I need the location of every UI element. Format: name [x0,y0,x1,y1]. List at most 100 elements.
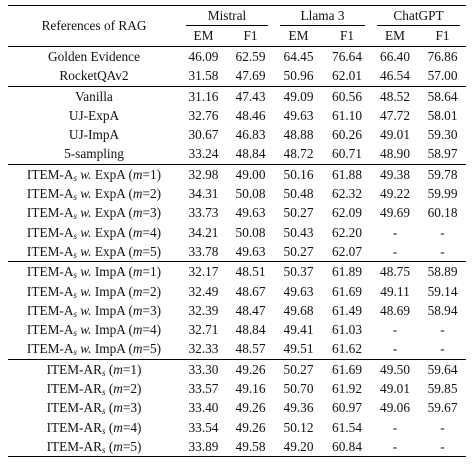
label-subscript: s [73,289,77,300]
label-m: m [132,205,143,221]
label-with: w. [80,302,92,318]
table-cell: 32.39 [188,302,219,318]
label-with: w. [80,224,92,240]
table-cell: 33.57 [188,381,219,397]
header-row-metrics: EM F1 EM F1 EM F1 [8,26,467,47]
table-cell: 59.99 [427,186,458,202]
label-tail: ImpA ( [94,283,133,299]
label-base: ITEM-AR [46,381,102,397]
label-base: ITEM-AR [46,419,102,435]
table-cell: 49.63 [283,107,314,123]
model-header-mistral: Mistral [180,5,275,26]
label-base: ITEM-A [26,283,74,299]
table-row: ITEM-As w. ImpA (m=5) 32.33 48.57 49.51 61.6… [8,339,466,359]
table-cell: 33.73 [188,205,219,221]
table-cell: 62.59 [235,49,266,64]
table-cell: 34.31 [188,186,219,202]
label-tail: ExpA ( [94,205,133,221]
table-cell: 50.96 [283,68,314,84]
label-m: m [113,361,123,377]
metric-header: EM [371,26,420,47]
table-cell: 59.78 [419,163,467,185]
table-cell: 76.86 [427,49,458,64]
table-cell: - [392,322,398,338]
table-cell: 47.69 [235,68,266,84]
table-cell: 49.63 [235,243,266,259]
table-cell: 48.52 [371,85,420,106]
table-cell: 64.45 [283,49,314,64]
row-label: ITEM-As w. ExpA (m=1) [8,163,180,185]
table-cell: - [440,419,445,435]
table-cell: 32.76 [188,107,219,123]
table-cell: 49.69 [380,205,410,221]
label-end: =3) [142,302,162,318]
table-cell: 48.90 [380,146,410,162]
table-cell: 59.14 [427,283,458,299]
table-cell: 31.58 [188,68,219,84]
label-end: =4) [142,322,162,338]
row-label-header: References of RAG [8,5,180,47]
table-cell: 48.69 [380,302,410,318]
table-cell: 62.09 [332,205,362,221]
table-cell: 59.85 [427,381,458,397]
label-m: m [132,322,143,338]
table-cell: 60.84 [323,436,372,458]
table-cell: 62.07 [332,243,362,259]
table-cell: 61.92 [332,381,362,397]
table-cell: 50.08 [235,224,266,240]
label-base: ITEM-A [26,186,74,202]
table-cell: 47.72 [380,107,410,123]
row-label: ITEM-As w. ImpA (m=3) [8,301,180,320]
table-cell: 33.78 [188,243,219,259]
label-tail: ImpA ( [94,264,133,280]
table-cell: 61.62 [332,341,362,357]
table-cell: 48.84 [235,322,266,338]
table-row: Golden Evidence 46.09 62.59 64.45 76.64 66.40… [8,47,466,67]
label-subscript: s [101,444,106,455]
table-cell: 50.43 [283,224,314,240]
label-subscript: s [73,172,77,183]
label-end: =2) [142,186,162,202]
label-end: =4) [122,419,142,435]
table-cell: 50.70 [283,381,314,397]
table-cell: 49.09 [274,85,324,106]
table-row: Vanilla 31.16 47.43 49.09 60.56 48.52 58.64 [8,85,467,106]
table-cell: 49.06 [380,400,410,416]
label-tail: ( [108,400,114,416]
label-end: =1) [142,166,162,182]
label-subscript: s [101,406,106,417]
table-cell: 48.72 [283,146,314,162]
label-base: ITEM-AR [46,400,102,416]
label-subscript: s [73,192,77,203]
table-row: ITEM-As w. ImpA (m=1) 32.17 48.51 50.37 61.8… [8,261,467,282]
table-cell: 32.17 [180,261,227,282]
table-row: UJ-ImpA 30.67 46.83 48.88 60.26 49.01 59.30 [8,125,466,144]
label-with: w. [80,283,92,299]
metric-header: F1 [323,26,372,47]
table-cell: 61.03 [332,322,362,338]
table-cell: 60.71 [332,146,362,162]
table-cell: 47.43 [227,85,275,106]
row-label: ITEM-As w. ImpA (m=4) [8,320,180,339]
table-cell: 62.32 [332,186,362,202]
table-cell: 32.98 [180,163,227,185]
table-row: ITEM-As w. ImpA (m=2) 32.49 48.67 49.63 61.6… [8,282,466,301]
table-cell: 49.51 [283,341,314,357]
label-end: =5) [142,341,162,357]
table-cell: 60.18 [427,205,458,221]
label-m: m [132,302,143,318]
table-row: ITEM-ARs (m=4) 33.54 49.26 50.12 61.54 - - [8,418,466,437]
table-row: ITEM-ARs (m=3) 33.40 49.26 49.36 60.97 49.06 5… [8,398,466,417]
label-base: ITEM-A [26,205,74,221]
table-row: ITEM-ARs (m=5) 33.89 49.58 49.20 60.84- - [8,436,467,458]
label-with: w. [80,205,92,221]
label-tail: ExpA ( [94,243,133,259]
table-cell: 61.54 [332,419,362,435]
table-cell: 61.88 [323,163,372,185]
label-end: =1) [142,264,162,280]
table-cell: 48.57 [235,341,266,357]
label-m: m [132,283,143,299]
table-cell: 49.63 [235,205,266,221]
row-label: ITEM-As w. ExpA (m=2) [8,184,180,203]
label-end: =1) [122,361,142,377]
